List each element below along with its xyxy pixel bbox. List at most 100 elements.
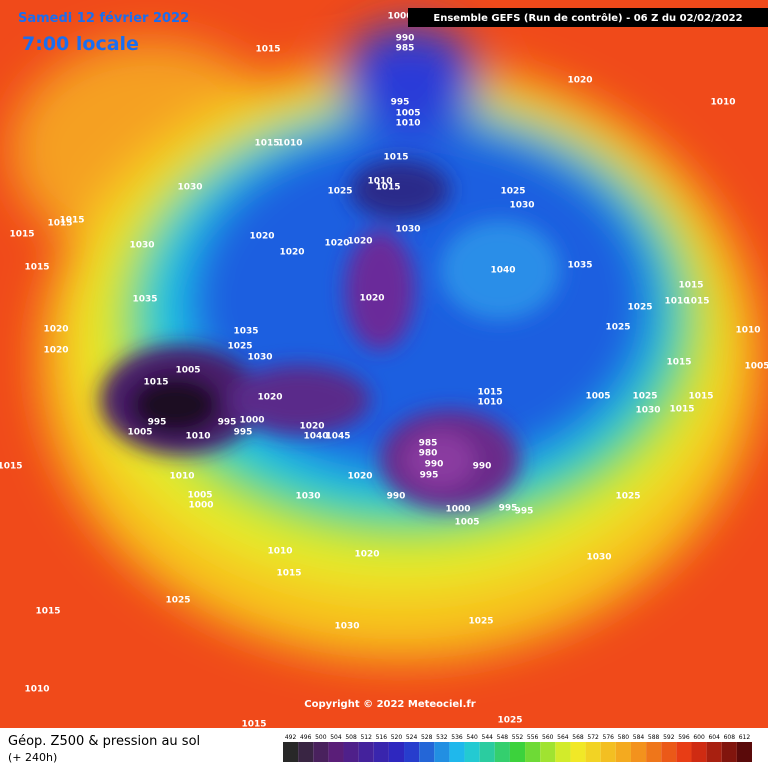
- color-cell: [419, 742, 435, 762]
- isobar-label: 1025: [500, 187, 525, 197]
- isobar-label: 1035: [132, 295, 157, 305]
- isobar-label: 1005: [395, 109, 420, 119]
- isobar-label: 1010: [735, 326, 760, 336]
- color-cell: [676, 742, 692, 762]
- isobar-label: 1025: [327, 187, 352, 197]
- isobar-label: 1010: [664, 297, 689, 307]
- isobar-label: 1005: [744, 362, 768, 372]
- isobar-label: 1015: [666, 358, 691, 368]
- colorbar-label: 508: [345, 734, 357, 741]
- isobar-label: 1000: [387, 12, 412, 22]
- colorbar-label: 568: [572, 734, 584, 741]
- isobar-label: 1005: [187, 491, 212, 501]
- isobar-label: 985: [396, 44, 415, 54]
- colorbar-label: 608: [724, 734, 736, 741]
- isobar-label: 1030: [295, 492, 320, 502]
- isobar-label: 990: [473, 462, 492, 472]
- colorbar-label: 500: [315, 734, 327, 741]
- colorbar-label: 544: [482, 734, 494, 741]
- isobar-label: 1025: [632, 392, 657, 402]
- isobar-label: 1020: [257, 393, 282, 403]
- color-cell: [646, 742, 662, 762]
- colorbar-label: 536: [451, 734, 463, 741]
- isobar-label: 1015: [276, 569, 301, 579]
- color-cell: [358, 742, 374, 762]
- colorbar-label: 604: [708, 734, 720, 741]
- isobar-label: 1025: [627, 303, 652, 313]
- date: Samedi 12 février 2022: [18, 11, 189, 26]
- colorbar-label: 512: [360, 734, 372, 741]
- isobar-label: 1015: [684, 297, 709, 307]
- isobar-label: 1000: [239, 416, 264, 426]
- isobar-label: 995: [148, 418, 167, 428]
- lead-time: (+ 240h): [8, 751, 57, 764]
- isobar-label: 1015: [375, 183, 400, 193]
- colorbar-label: 592: [663, 734, 675, 741]
- isobar-label: 1025: [227, 342, 252, 352]
- colorbar-label: 532: [436, 734, 448, 741]
- color-cell: [585, 742, 601, 762]
- isobar-label: 1015: [669, 405, 694, 415]
- isobar-label: 995: [391, 98, 410, 108]
- isobar-label: 1015: [383, 153, 408, 163]
- color-cell: [298, 742, 314, 762]
- isobar-label: 1010: [477, 398, 502, 408]
- isobar-label: 1030: [509, 201, 534, 211]
- colorbar-label: 584: [633, 734, 645, 741]
- isobar-labels: 1000990985995100510101020101010151015101…: [0, 12, 768, 730]
- colorbar-label: 572: [587, 734, 599, 741]
- isobar-label: 1005: [127, 428, 152, 438]
- isobar-label: 1015: [255, 45, 280, 55]
- color-cell: [736, 742, 752, 762]
- isobar-label: 1030: [129, 241, 154, 251]
- isobar-label: 1025: [497, 716, 522, 726]
- isobar-label: 1040: [490, 266, 515, 276]
- color-cell: [494, 742, 510, 762]
- isobar-label: 995: [234, 428, 253, 438]
- color-cell: [434, 742, 450, 762]
- isobar-label: 1000: [188, 501, 213, 511]
- isobar-label: 1015: [35, 607, 60, 617]
- run-info: Ensemble GEFS (Run de contrôle) - 06 Z d…: [433, 12, 742, 24]
- colorbar: 492 496 500 504 508 512 516 520 524 528 532 536 540 5…: [283, 734, 752, 762]
- colorbar-label: 528: [421, 734, 433, 741]
- footer-title: Géop. Z500 & pression au sol: [8, 734, 200, 749]
- color-cell: [343, 742, 359, 762]
- isobar-label: 1020: [359, 294, 384, 304]
- isobar-label: 990: [387, 492, 406, 502]
- color-cell: [691, 742, 707, 762]
- colorbar-label: 588: [648, 734, 660, 741]
- isobar-label: 1010: [267, 547, 292, 557]
- isobar-label: 990: [425, 460, 444, 470]
- color-cell: [283, 742, 299, 762]
- isobar-label: 1020: [567, 76, 592, 86]
- isobar-label: 1015: [47, 219, 72, 229]
- isobar-label: 990: [396, 34, 415, 44]
- color-cell: [328, 742, 344, 762]
- isobar-label: 1045: [325, 432, 350, 442]
- isobar-label: 1030: [395, 225, 420, 235]
- isobar-label: 1015: [477, 388, 502, 398]
- colorbar-label: 524: [406, 734, 418, 741]
- isobar-label: 1015: [59, 216, 84, 226]
- color-cell: [630, 742, 647, 762]
- isobar-label: 1015: [143, 378, 168, 388]
- isobar-label: 985: [419, 439, 438, 449]
- isobar-label: 1020: [354, 550, 379, 560]
- field: [0, 0, 768, 728]
- isobar-label: 1015: [254, 139, 279, 149]
- isobar-label: 1020: [347, 237, 372, 247]
- isobar-label: 1020: [43, 325, 68, 335]
- isobar-label: 1030: [247, 353, 272, 363]
- isobar-label: 1040: [303, 432, 328, 442]
- isobar-label: 1010: [169, 472, 194, 482]
- colorbar-label: 600: [693, 734, 705, 741]
- color-cell: [721, 742, 737, 762]
- isobar-label: 1010: [710, 98, 735, 108]
- colorbar-label: 540: [466, 734, 478, 741]
- isobar-label: 1025: [605, 323, 630, 333]
- isobar-label: 1010: [367, 177, 392, 187]
- colorbar-label: 520: [391, 734, 403, 741]
- color-cell: [540, 742, 556, 762]
